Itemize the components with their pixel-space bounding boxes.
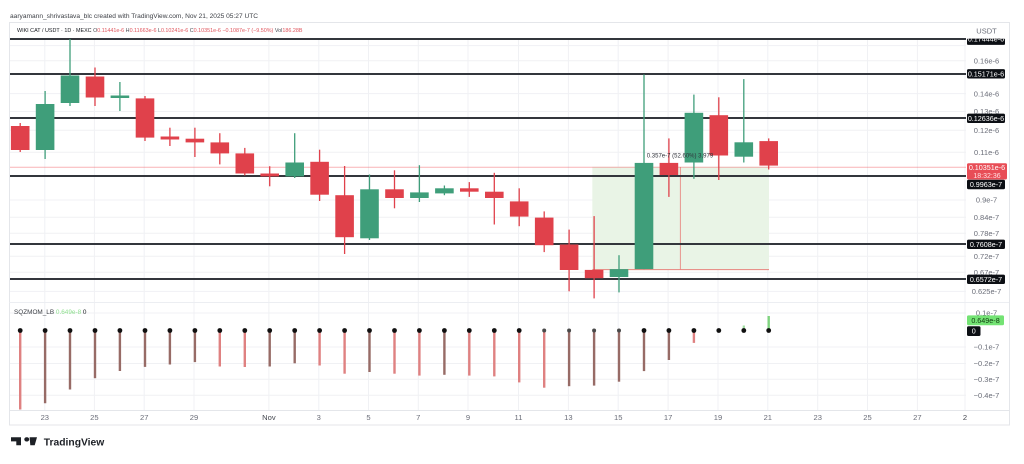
svg-text:3: 3 — [317, 413, 321, 422]
svg-text:SQZMOM_LB 0.649e-8 0: SQZMOM_LB 0.649e-8 0 — [14, 309, 87, 316]
svg-text:0.357e-7 (52.60%) 3,979: 0.357e-7 (52.60%) 3,979 — [647, 154, 714, 160]
svg-text:5: 5 — [366, 413, 370, 422]
svg-text:0: 0 — [972, 327, 976, 336]
svg-text:0.9963e-7: 0.9963e-7 — [970, 180, 1002, 189]
svg-text:0.649e-8: 0.649e-8 — [971, 316, 999, 325]
svg-text:0.14e-6: 0.14e-6 — [974, 89, 999, 98]
svg-text:9: 9 — [466, 413, 470, 422]
svg-text:2: 2 — [963, 413, 967, 422]
svg-text:TradingView: TradingView — [44, 437, 105, 448]
svg-text:21: 21 — [764, 413, 772, 422]
svg-text:18:32:36: 18:32:36 — [973, 173, 1000, 180]
svg-text:0.6572e-7: 0.6572e-7 — [970, 275, 1002, 284]
svg-text:0.12e-6: 0.12e-6 — [974, 126, 999, 135]
svg-text:23: 23 — [41, 413, 49, 422]
svg-text:0.11e-6: 0.11e-6 — [974, 148, 999, 157]
svg-text:−0.3e-7: −0.3e-7 — [974, 375, 1000, 384]
svg-text:27: 27 — [913, 413, 921, 422]
svg-text:15: 15 — [614, 413, 622, 422]
svg-text:25: 25 — [863, 413, 871, 422]
svg-text:0.10351e-6: 0.10351e-6 — [969, 163, 1005, 172]
svg-text:0.78e-7: 0.78e-7 — [974, 229, 999, 238]
svg-text:0.16e-6: 0.16e-6 — [974, 57, 999, 66]
svg-text:0.9e-7: 0.9e-7 — [976, 196, 997, 205]
svg-text:−0.1e-7: −0.1e-7 — [974, 343, 1000, 352]
svg-text:aaryamann_shrivastava_blc crea: aaryamann_shrivastava_blc created with T… — [10, 13, 258, 20]
svg-text:25: 25 — [90, 413, 98, 422]
svg-text:17: 17 — [664, 413, 672, 422]
svg-text:−0.4e-7: −0.4e-7 — [974, 391, 1000, 400]
svg-text:0.72e-7: 0.72e-7 — [974, 252, 999, 261]
svg-text:0.15171e-6: 0.15171e-6 — [968, 69, 1004, 78]
svg-text:0.7608e-7: 0.7608e-7 — [970, 240, 1002, 249]
svg-text:11: 11 — [515, 413, 523, 422]
svg-text:27: 27 — [140, 413, 148, 422]
svg-text:USDT: USDT — [976, 27, 997, 36]
svg-text:0.12636e-6: 0.12636e-6 — [968, 114, 1004, 123]
svg-text:0.13e-6: 0.13e-6 — [974, 107, 999, 116]
svg-text:7: 7 — [416, 413, 420, 422]
svg-text:0.1e-7: 0.1e-7 — [976, 309, 997, 318]
svg-text:0.67e-7: 0.67e-7 — [974, 268, 999, 277]
svg-text:13: 13 — [564, 413, 572, 422]
svg-text:0.17444e-6: 0.17444e-6 — [968, 35, 1004, 44]
svg-text:Nov: Nov — [262, 413, 276, 422]
svg-text:23: 23 — [813, 413, 821, 422]
svg-text:19: 19 — [714, 413, 722, 422]
svg-text:0.625e-7: 0.625e-7 — [972, 287, 1002, 296]
svg-text:−0.2e-7: −0.2e-7 — [974, 359, 1000, 368]
svg-text:WIKI CAT / USDT · 1D · MEXC O0: WIKI CAT / USDT · 1D · MEXC O0.11441e-6 … — [17, 28, 303, 34]
svg-text:29: 29 — [190, 413, 198, 422]
svg-text:0.84e-7: 0.84e-7 — [974, 213, 999, 222]
